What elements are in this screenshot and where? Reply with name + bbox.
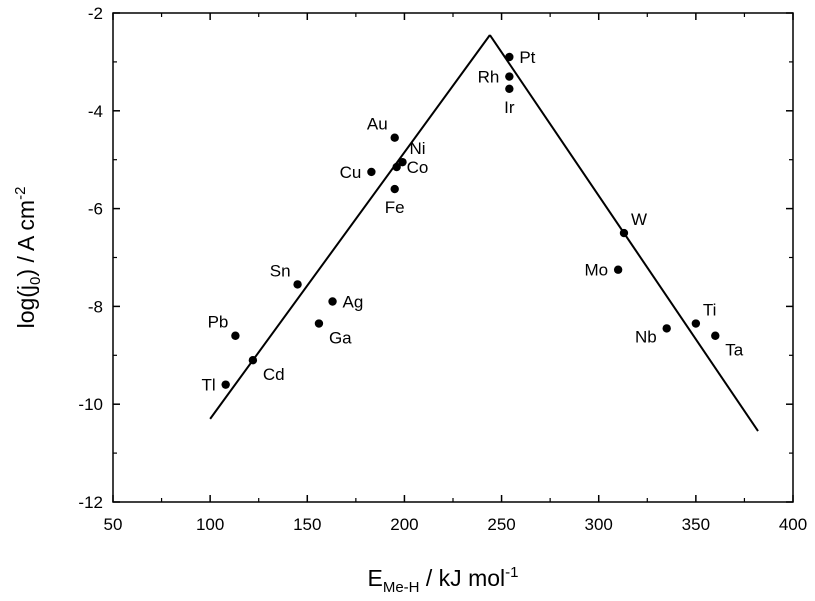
x-axis-title: EMe-H / kJ mol-1 (368, 564, 519, 596)
point-rh (505, 72, 514, 81)
point-nb (662, 324, 671, 333)
trend-lines (209, 34, 759, 432)
point-label-sn: Sn (270, 261, 291, 280)
point-label-fe: Fe (385, 198, 405, 217)
x-tick-label: 100 (196, 515, 224, 534)
point-label-mo: Mo (585, 261, 609, 280)
point-tl (221, 380, 230, 389)
point-ag (328, 297, 337, 306)
y-tick-label: -4 (88, 102, 103, 121)
point-ga (314, 319, 324, 328)
point-au (390, 133, 399, 142)
tick-labels: 50 100 150 200 250 300 350 400 -12 -10 -8 -6 -4 -2 (78, 4, 807, 534)
point-cu (367, 167, 376, 177)
y-axis-title: log(j0) / A cm-2 (12, 187, 44, 329)
point-pt (505, 52, 514, 62)
data-points (221, 52, 720, 389)
y-tick-label: -10 (78, 395, 103, 414)
y-tick-label: -12 (78, 493, 103, 512)
x-tick-label: 200 (390, 515, 418, 534)
point-label-cd: Cd (263, 365, 285, 384)
point-label-nb: Nb (635, 327, 657, 346)
y-tick-label: -8 (88, 297, 103, 316)
point-label-co: Co (407, 158, 429, 177)
point-label-ga: Ga (329, 329, 352, 348)
point-ti (691, 319, 701, 328)
point-ta (711, 331, 720, 340)
point-label-rh: Rh (478, 68, 500, 87)
point-label-w: W (631, 210, 647, 229)
point-label-ta: Ta (725, 341, 744, 360)
x-tick-label: 250 (487, 515, 515, 534)
point-pb (231, 331, 240, 340)
y-tick-label: -6 (88, 200, 103, 219)
point-cd (248, 355, 258, 365)
point-label-ni: Ni (409, 139, 425, 158)
x-tick-label: 350 (682, 515, 710, 534)
x-tick-label: 50 (104, 515, 123, 534)
point-label-tl: Tl (202, 376, 216, 395)
x-tick-label: 400 (779, 515, 807, 534)
point-fe (390, 184, 399, 194)
point-sn (293, 280, 302, 289)
point-label-pt: Pt (519, 48, 535, 67)
y-tick-label: -2 (88, 4, 103, 23)
point-label-ir: Ir (504, 98, 515, 117)
point-label-ag: Ag (343, 293, 364, 312)
axis-ticks (112, 12, 794, 503)
point-co (392, 162, 401, 172)
point-ni (398, 157, 407, 167)
point-w (619, 228, 629, 238)
point-label-au: Au (367, 115, 388, 134)
point-ir (505, 84, 514, 93)
trend-line-ascending (209, 34, 491, 420)
point-mo (613, 265, 623, 274)
point-label-ti: Ti (703, 301, 717, 320)
point-label-cu: Cu (340, 163, 362, 182)
point-label-pb: Pb (208, 313, 229, 332)
x-tick-label: 300 (585, 515, 613, 534)
x-tick-label: 150 (293, 515, 321, 534)
